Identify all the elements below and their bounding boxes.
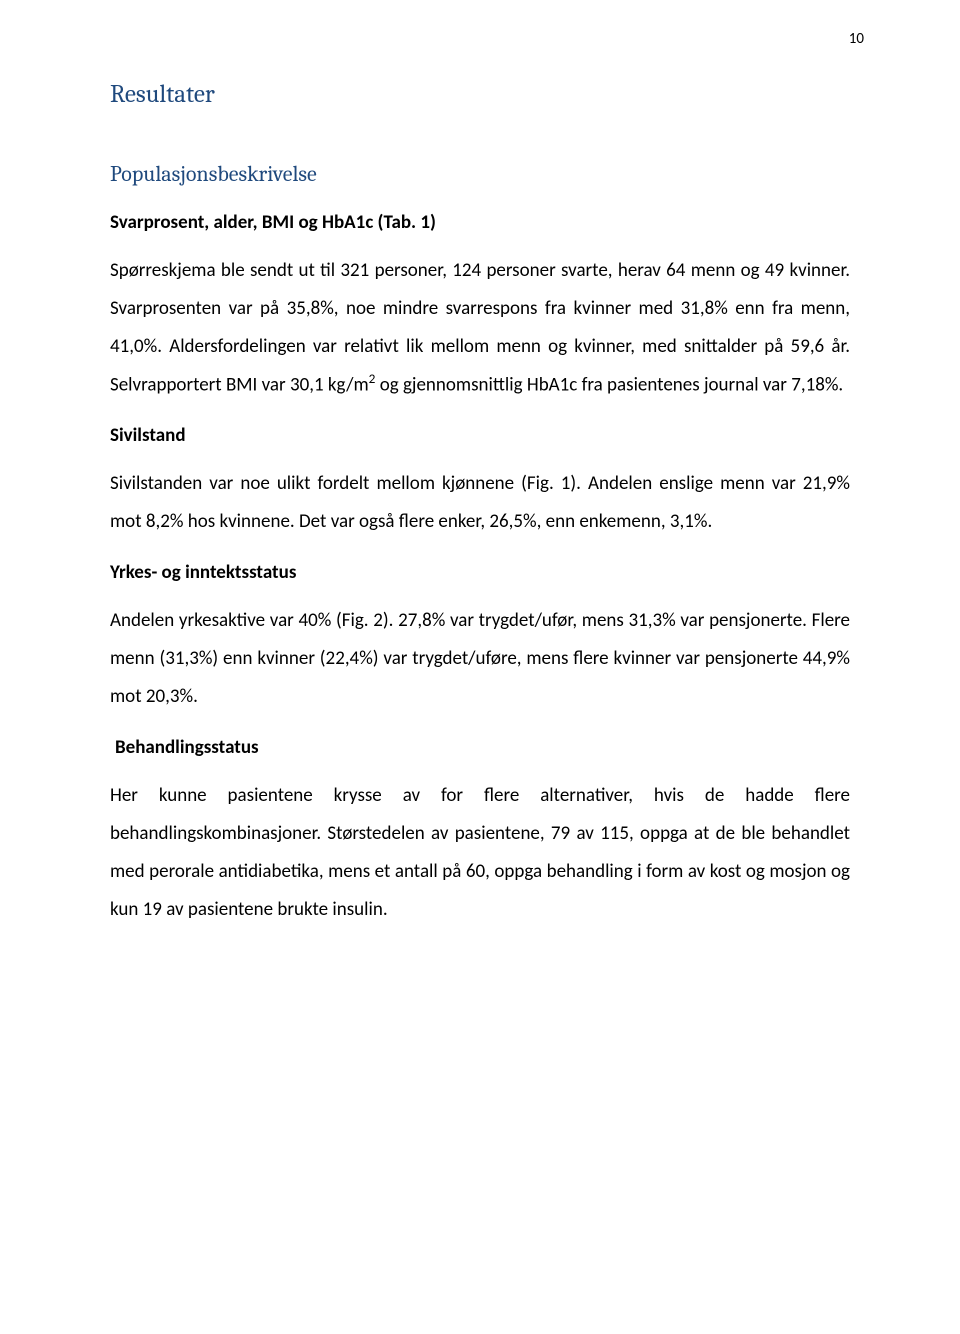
paragraph-text-part2: og gjennomsnittlig HbA1c fra pasientenes… <box>375 373 843 396</box>
heading-populasjonsbeskrivelse: Populasjonsbeskrivelse <box>110 161 850 187</box>
paragraph-svarprosent: Spørreskjema ble sendt ut til 321 person… <box>110 252 850 404</box>
subheading-sivilstand: Sivilstand <box>110 424 850 447</box>
subheading-behandlingsstatus: Behandlingsstatus <box>110 736 850 759</box>
paragraph-sivilstand: Sivilstanden var noe ulikt fordelt mello… <box>110 465 850 541</box>
page-number: 10 <box>849 30 864 48</box>
subheading-yrkes: Yrkes- og inntektsstatus <box>110 561 850 584</box>
paragraph-behandlingsstatus: Her kunne pasientene krysse av for flere… <box>110 777 850 929</box>
heading-resultater: Resultater <box>110 80 850 109</box>
page-content: Resultater Populasjonsbeskrivelse Svarpr… <box>0 0 960 1029</box>
paragraph-yrkes: Andelen yrkesaktive var 40% (Fig. 2). 27… <box>110 602 850 716</box>
subheading-svarprosent: Svarprosent, alder, BMI og HbA1c (Tab. 1… <box>110 211 850 234</box>
